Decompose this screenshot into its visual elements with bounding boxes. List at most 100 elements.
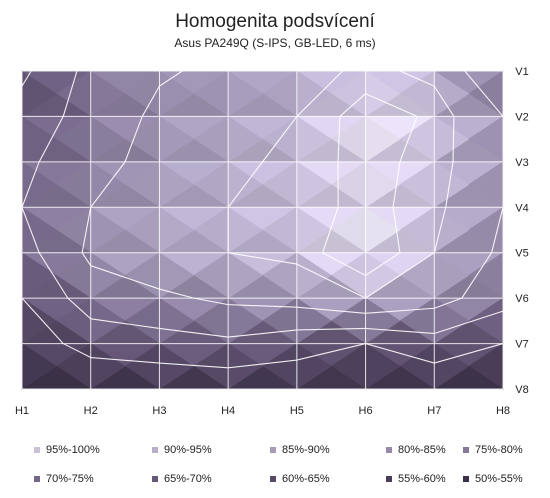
y-tick-label: V8 [515,384,528,396]
x-tick-label: H3 [152,405,166,417]
contour-segment [262,116,298,163]
contour-segment [365,307,435,314]
contour-segment [228,252,297,265]
contour-segment [296,306,366,314]
y-tick-label: V1 [515,66,528,78]
contour-segment [464,70,504,117]
contour-segment [365,327,435,335]
legend-label: 55%-60% [398,473,446,485]
contour-segment [445,161,454,208]
contour-segment [392,207,401,253]
x-tick-label: H2 [84,405,98,417]
contour-segment [21,161,40,208]
contour-segment [365,93,418,117]
contour-segment [296,343,366,361]
y-tick-label: V5 [515,248,528,260]
contour-segment [38,252,69,299]
contour-segment [90,357,160,364]
contour-segment [433,207,447,253]
x-tick-label: H4 [221,405,235,417]
legend-swatch [386,476,392,482]
contour-segment [21,207,40,253]
chart-subtitle: Asus PA249Q (S-IPS, GB-LED, 6 ms) [174,36,375,50]
x-tick-label: H8 [496,405,510,417]
legend-swatch [270,476,276,482]
contour-segment [322,207,339,253]
contour-segment [62,343,91,359]
contour-segment [433,85,455,117]
contour-segment [399,70,435,87]
legend-label: 65%-70% [164,473,212,485]
chart-title: Homogenita podsvícení [175,11,375,32]
contour-segment [81,252,92,266]
grid [21,70,504,390]
contour-segment [365,252,435,299]
legend-swatch [152,447,158,453]
contour-segment [392,161,401,208]
legend-swatch [386,447,392,453]
legend-label: 85%-90% [282,444,330,456]
contour-segment [452,116,455,162]
contour-segment [296,70,344,117]
legend-label: 75%-80% [475,444,523,456]
contour-segment [228,359,297,369]
x-axis-ticks: H1 H2 H3 H4 H5 H6 H7 H8 [15,405,510,417]
y-tick-label: V4 [515,202,528,214]
legend-swatch [463,447,469,453]
contour-segment [90,265,160,290]
contour-segment [38,116,64,163]
y-tick-label: V6 [515,293,528,305]
legend-label: 90%-95% [164,444,212,456]
contour-segment [434,343,504,364]
contour-segment [90,161,126,208]
x-tick-label: H7 [427,405,441,417]
contour-segment [399,116,418,163]
y-tick-label: V2 [515,111,528,123]
legend-label: 70%-75% [46,473,94,485]
legend-swatch [34,476,40,482]
contour-segment [296,263,366,299]
contour-segment [193,297,229,306]
contour-segment [21,70,32,87]
contour-segment [322,252,366,276]
contour-segment [491,207,504,253]
contour-segment [434,297,462,309]
contour-segment [159,288,194,299]
legend-label: 60%-65% [282,473,330,485]
legend: 95%-100% 90%-95% 85%-90% 80%-85% 75%-80% 70%-… [34,444,523,485]
contour-segment [141,85,160,117]
contour-lines [21,70,504,369]
contour-segment [81,207,92,253]
contour-segment [296,327,366,331]
x-tick-label: H5 [290,405,304,417]
contour-segment [339,93,366,117]
contour-segment [159,362,229,369]
legend-swatch [270,447,276,453]
legend-label: 80%-85% [398,444,446,456]
contour-segment [90,318,160,329]
x-tick-label: H1 [15,405,29,417]
contour-segment [228,329,297,338]
plot-area [21,70,504,390]
y-tick-label: V3 [515,157,528,169]
contour-segment [337,116,341,162]
contour-segment [227,161,263,208]
contour-segment [365,252,401,276]
legend-swatch [463,476,469,482]
contour-segment [159,70,183,87]
contour-segment [124,116,143,163]
y-axis-ticks: V1 V2 V3 V4 V5 V6 V7 V8 [515,66,528,396]
legend-swatch [152,476,158,482]
contour-segment [434,310,504,334]
contour-segment [228,304,297,308]
contour-segment [365,343,435,364]
contour-segment [159,327,229,338]
x-tick-label: H6 [359,405,373,417]
legend-label: 95%-100% [46,444,100,456]
contour-segment [461,252,493,299]
legend-label: 50%-55% [475,473,523,485]
contour-segment [21,297,64,344]
y-tick-label: V7 [515,339,528,351]
legend-swatch [34,447,40,453]
